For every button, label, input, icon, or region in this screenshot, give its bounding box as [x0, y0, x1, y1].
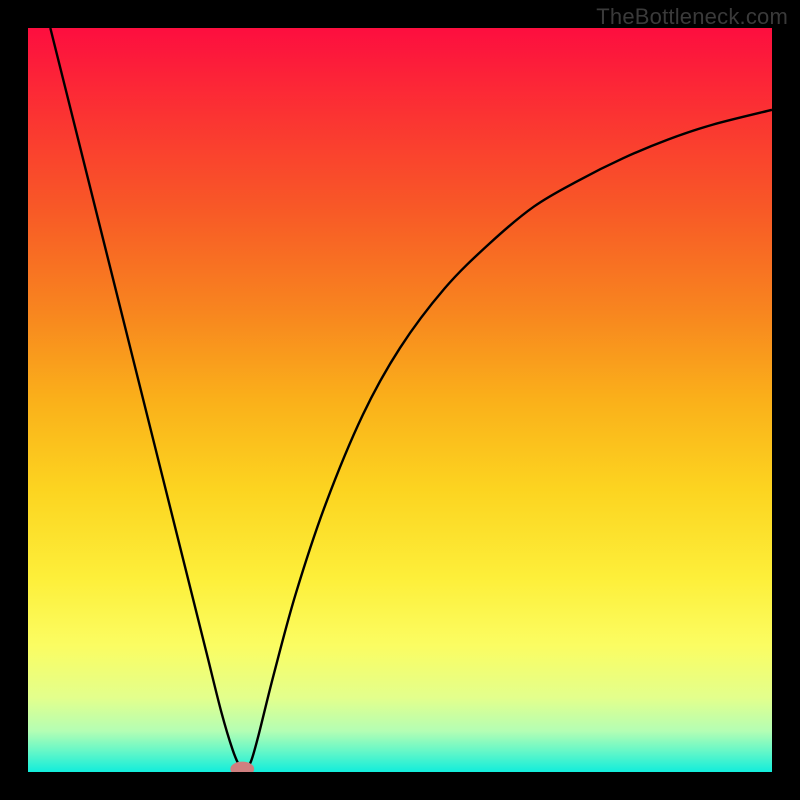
plot-svg	[28, 28, 772, 772]
watermark-text: TheBottleneck.com	[596, 4, 788, 30]
plot-background	[28, 28, 772, 772]
plot-area	[28, 28, 772, 772]
chart-root: TheBottleneck.com	[0, 0, 800, 800]
